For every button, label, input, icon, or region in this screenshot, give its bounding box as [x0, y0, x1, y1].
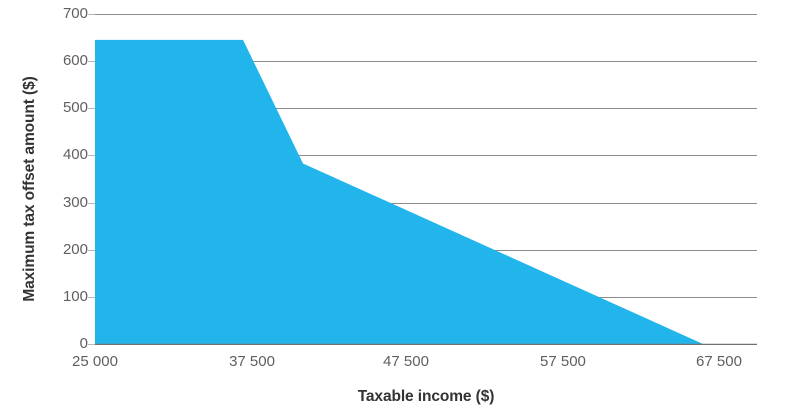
- y-axis-tick-mark: [88, 344, 95, 345]
- x-axis-tick-labels: 25 000 37 500 47 500 57 500 67 500: [0, 353, 797, 377]
- x-axis-tick-label: 25 000: [72, 353, 118, 370]
- y-axis-tick-mark: [88, 297, 95, 298]
- y-axis-tick-label: 400: [62, 146, 88, 164]
- x-axis-tick-label: 67 500: [696, 353, 742, 370]
- x-axis-tick-label: 57 500: [540, 353, 586, 370]
- y-axis-tick-label: 700: [62, 5, 88, 22]
- y-axis-tick-mark: [88, 61, 95, 62]
- y-axis-tick-label: 200: [62, 240, 88, 258]
- y-axis-tick-label: 0: [79, 335, 88, 352]
- y-axis-tick-mark: [88, 108, 95, 109]
- y-axis-tick-mark: [88, 203, 95, 204]
- y-axis-tick-label: 600: [62, 52, 88, 70]
- y-axis-tick-label: 100: [62, 287, 88, 305]
- y-axis-tick-mark: [88, 14, 95, 15]
- y-axis-tick-label: 500: [62, 99, 88, 117]
- area-chart-svg: [95, 14, 757, 345]
- y-axis-tick-labels: 0 100 200 300 400 500 600 700: [20, 0, 88, 419]
- plot-area: [95, 14, 757, 345]
- y-axis-tick-label: 300: [62, 193, 88, 211]
- x-axis-tick-label: 37 500: [229, 353, 275, 370]
- y-axis-tick-mark: [88, 250, 95, 251]
- series-area-path: [95, 39, 703, 345]
- x-axis-title: Taxable income ($): [357, 388, 495, 405]
- y-axis-tick-mark: [88, 155, 95, 156]
- x-axis-tick-label: 47 500: [383, 353, 429, 370]
- y-axis-tick-marks: [88, 0, 96, 419]
- series-area: [95, 39, 703, 345]
